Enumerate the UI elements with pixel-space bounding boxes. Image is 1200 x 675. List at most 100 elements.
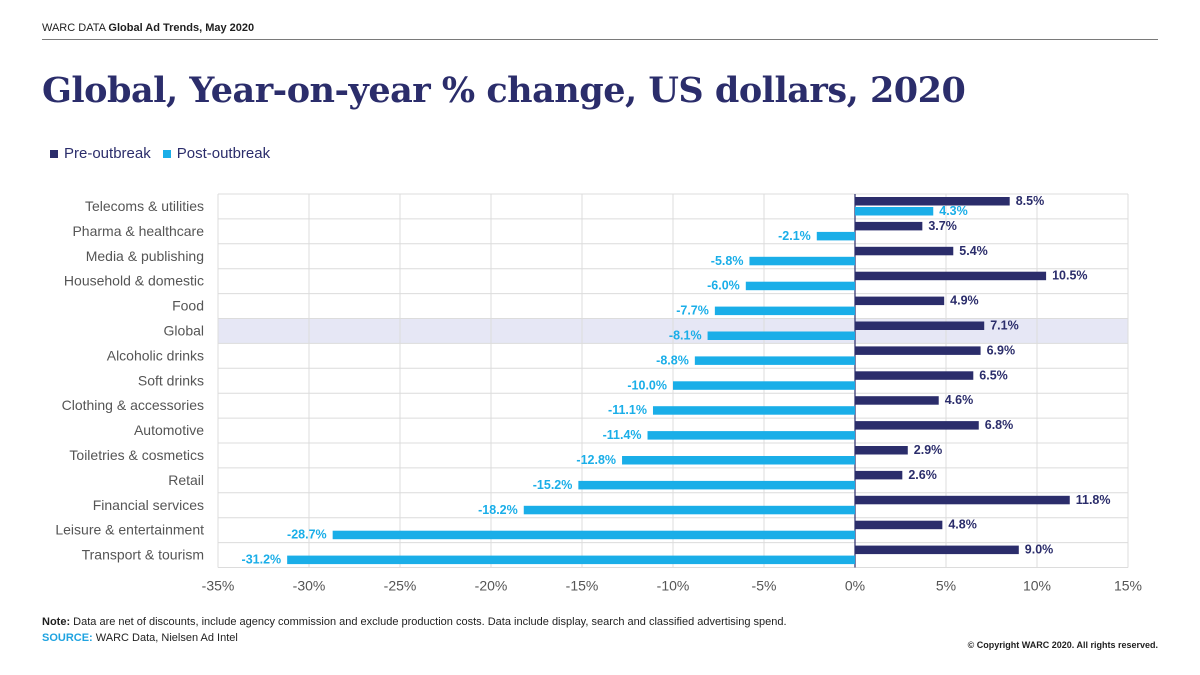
- legend-item-pre: Pre-outbreak: [50, 145, 151, 162]
- x-tick-label: -5%: [752, 578, 777, 594]
- bar-pre-outbreak: [855, 520, 943, 530]
- x-tick-label: -15%: [566, 578, 599, 594]
- data-label-post: -31.2%: [242, 553, 282, 567]
- bar-post-outbreak: [855, 207, 934, 216]
- x-tick-label: -20%: [475, 578, 508, 594]
- header-divider: [42, 39, 1158, 40]
- data-label-pre: 6.9%: [987, 343, 1016, 357]
- category-label: Automotive: [134, 422, 204, 438]
- note-text: Data are net of discounts, include agenc…: [73, 616, 787, 628]
- bar-post-outbreak: [578, 480, 855, 490]
- category-label: Clothing & accessories: [62, 397, 204, 413]
- copyright: © Copyright WARC 2020. All rights reserv…: [967, 640, 1158, 650]
- data-label-pre: 6.8%: [985, 418, 1014, 432]
- data-label-post: -10.0%: [627, 378, 667, 392]
- bar-post-outbreak: [816, 231, 855, 241]
- data-label-pre: 3.7%: [928, 219, 957, 233]
- data-label-pre: 2.6%: [908, 468, 937, 482]
- category-label: Food: [172, 298, 204, 314]
- category-label: Retail: [168, 472, 204, 488]
- bar-pre-outbreak: [855, 246, 954, 256]
- bar-pre-outbreak: [855, 470, 903, 480]
- data-label-pre: 4.8%: [948, 518, 977, 532]
- bar-post-outbreak: [673, 381, 855, 390]
- x-tick-label: -25%: [384, 578, 417, 594]
- category-label: Pharma & healthcare: [72, 223, 204, 239]
- data-label-pre: 5.4%: [959, 244, 988, 258]
- bar-pre-outbreak: [855, 421, 979, 430]
- x-tick-label: 5%: [936, 578, 956, 594]
- bar-post-outbreak: [622, 456, 855, 465]
- data-label-post: -8.8%: [656, 353, 689, 367]
- bar-pre-outbreak: [855, 221, 923, 231]
- category-label: Media & publishing: [86, 248, 204, 264]
- data-label-post: -15.2%: [533, 478, 573, 492]
- note-label: Note:: [42, 616, 71, 628]
- data-label-post: -6.0%: [707, 279, 740, 293]
- bar-post-outbreak: [652, 406, 855, 415]
- data-label-pre: 4.9%: [950, 294, 979, 308]
- data-label-pre: 8.5%: [1016, 194, 1044, 208]
- bar-post-outbreak: [749, 256, 855, 266]
- bar-post-outbreak: [694, 356, 855, 365]
- x-tick-label: -35%: [202, 578, 235, 594]
- data-label-post: -28.7%: [287, 528, 327, 542]
- bar-pre-outbreak: [855, 446, 908, 455]
- header-prefix: WARC DATA: [42, 22, 106, 34]
- data-label-pre: 7.1%: [990, 319, 1019, 333]
- bar-pre-outbreak: [855, 296, 945, 306]
- header-line: WARC DATA Global Ad Trends, May 2020: [42, 22, 254, 34]
- bar-pre-outbreak: [855, 495, 1070, 505]
- legend-label-post: Post-outbreak: [176, 145, 271, 162]
- source-line: SOURCE: WARC Data, Nielsen Ad Intel: [42, 632, 238, 644]
- source-label: SOURCE:: [42, 632, 93, 644]
- legend-swatch-post: [162, 149, 171, 158]
- data-label-pre: 9.0%: [1025, 543, 1054, 557]
- bar-post-outbreak: [745, 281, 855, 291]
- category-label: Alcoholic drinks: [107, 347, 204, 363]
- bar-post-outbreak: [647, 431, 855, 440]
- data-label-post: 4.3%: [939, 204, 968, 218]
- category-label: Household & domestic: [64, 273, 204, 289]
- bar-post-outbreak: [523, 505, 855, 515]
- data-label-post: -5.8%: [711, 254, 744, 268]
- header-title: Global Ad Trends, May 2020: [108, 22, 255, 34]
- bar-pre-outbreak: [855, 271, 1047, 281]
- data-label-post: -18.2%: [478, 503, 518, 517]
- bar-pre-outbreak: [855, 371, 974, 380]
- x-tick-label: 0%: [845, 578, 865, 594]
- x-tick-label: -10%: [657, 578, 690, 594]
- page-title: Global, Year-on-year % change, US dollar…: [42, 70, 966, 111]
- data-label-pre: 11.8%: [1076, 493, 1111, 507]
- bar-pre-outbreak: [855, 545, 1019, 555]
- bar-post-outbreak: [714, 306, 855, 316]
- source-text: WARC Data, Nielsen Ad Intel: [95, 632, 238, 644]
- x-tick-label: 10%: [1023, 578, 1051, 594]
- bar-post-outbreak: [332, 530, 855, 540]
- legend-swatch-pre: [50, 149, 58, 158]
- category-label: Leisure & entertainment: [55, 522, 204, 538]
- legend-item-post: Post-outbreak: [162, 145, 271, 162]
- data-label-post: -8.1%: [669, 329, 702, 343]
- chart-legend: Pre-outbreak Post-outbreak: [50, 145, 282, 162]
- data-label-pre: 4.6%: [945, 393, 974, 407]
- x-tick-label: -30%: [293, 578, 326, 594]
- category-label: Toiletries & cosmetics: [69, 447, 204, 463]
- bar-pre-outbreak: [855, 197, 1010, 206]
- data-label-post: -11.1%: [608, 403, 647, 417]
- x-tick-label: 15%: [1114, 578, 1142, 594]
- data-label-post: -7.7%: [676, 304, 709, 318]
- category-label: Transport & tourism: [82, 547, 204, 563]
- data-label-pre: 6.5%: [979, 368, 1008, 382]
- bar-pre-outbreak: [855, 396, 939, 405]
- bar-pre-outbreak: [855, 321, 985, 330]
- category-label: Soft drinks: [138, 372, 204, 388]
- footnote: Note: Data are net of discounts, include…: [42, 616, 787, 628]
- bar-post-outbreak: [287, 555, 855, 565]
- data-label-post: -11.4%: [603, 428, 642, 442]
- legend-label-pre: Pre-outbreak: [64, 145, 151, 162]
- category-label: Telecoms & utilities: [85, 198, 204, 214]
- category-label: Global: [164, 323, 204, 339]
- data-label-pre: 2.9%: [914, 443, 943, 457]
- data-label-post: -2.1%: [778, 229, 811, 243]
